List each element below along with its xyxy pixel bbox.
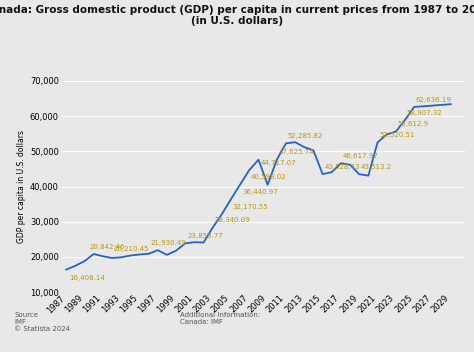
Text: Canada: Gross domestic product (GDP) per capita in current prices from 1987 to 2: Canada: Gross domestic product (GDP) per… xyxy=(0,5,474,15)
Text: 23,859.77: 23,859.77 xyxy=(187,233,223,239)
Text: 43,528.43: 43,528.43 xyxy=(324,164,360,170)
Text: 62,636.19: 62,636.19 xyxy=(416,97,452,103)
Text: (in U.S. dollars): (in U.S. dollars) xyxy=(191,16,283,26)
Text: Source
IMF
© Statista 2024: Source IMF © Statista 2024 xyxy=(14,312,70,332)
Text: 58,907.32: 58,907.32 xyxy=(407,110,443,116)
Text: 32,170.55: 32,170.55 xyxy=(233,204,268,210)
Text: 47,625.74: 47,625.74 xyxy=(279,150,314,156)
Text: 55,612.9: 55,612.9 xyxy=(398,121,429,127)
Text: 44,717.07: 44,717.07 xyxy=(260,160,296,166)
Text: 36,440.97: 36,440.97 xyxy=(242,189,278,195)
Text: 52,285.82: 52,285.82 xyxy=(288,133,323,139)
Text: 43,513.2: 43,513.2 xyxy=(361,164,392,170)
Text: Additional Information:
Canada: IMF: Additional Information: Canada: IMF xyxy=(180,312,260,325)
Text: 20,210.45: 20,210.45 xyxy=(114,246,149,252)
Text: 28,340.09: 28,340.09 xyxy=(215,218,250,224)
Text: 46,617.97: 46,617.97 xyxy=(343,153,379,159)
Text: 40,599.02: 40,599.02 xyxy=(251,174,287,180)
Text: 21,930.49: 21,930.49 xyxy=(150,240,186,246)
Text: 16,408.14: 16,408.14 xyxy=(69,275,105,281)
Y-axis label: GDP per capita in U.S. dollars: GDP per capita in U.S. dollars xyxy=(17,130,26,243)
Text: 52,520.51: 52,520.51 xyxy=(379,132,415,138)
Text: 20,842.46: 20,842.46 xyxy=(89,244,125,250)
